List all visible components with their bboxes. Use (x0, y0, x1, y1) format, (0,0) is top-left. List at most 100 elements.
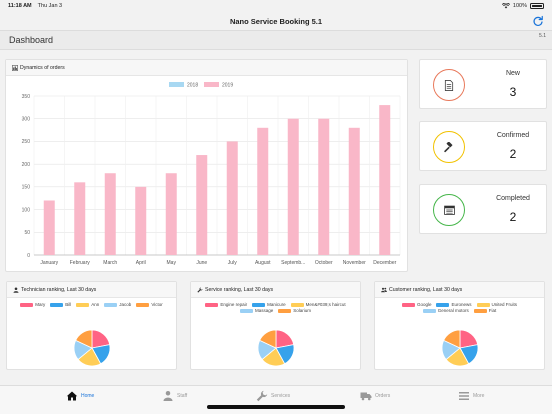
tab-services-label: Services (271, 393, 291, 399)
tab-staff-label: Staff (177, 393, 188, 399)
legend-swatch (239, 308, 253, 313)
legend-label: Massage (254, 308, 274, 313)
legend-item: United Fruits (476, 302, 517, 307)
legend-label: Jacob (119, 302, 132, 307)
x-tick-label: February (70, 260, 91, 266)
technician-ranking-header: Technician ranking, Last 30 days (7, 282, 176, 298)
stat-new-circle (433, 69, 465, 101)
y-tick-label: 200 (22, 162, 31, 168)
legend-item: Jacob (104, 302, 131, 307)
x-tick-label: October (315, 260, 333, 266)
legend-label: Google (416, 302, 432, 307)
pie-slice (258, 329, 276, 349)
legend-label: General motors (437, 308, 469, 313)
service-pie-chart (257, 329, 294, 367)
tab-orders[interactable]: Orders (360, 390, 390, 402)
x-tick-label: April (136, 260, 146, 266)
bar-2019 (318, 118, 330, 255)
y-tick-label: 350 (22, 94, 31, 100)
y-tick-label: 250 (22, 139, 31, 145)
orders-chart-card: Dynamics of orders 0 50 100 150 200 250 300 350… (5, 59, 408, 272)
legend-swatch (205, 302, 219, 307)
stat-card-new[interactable]: New 3 (419, 59, 547, 109)
gavel-icon (443, 141, 452, 152)
legend-item: Euronews (436, 302, 472, 307)
user-icon (13, 286, 19, 293)
service-legend: Engine repair Manicure Men&#039;s haircut M… (191, 298, 360, 313)
bar-2019 (257, 127, 269, 255)
status-date: Thu Jan 3 (37, 3, 63, 9)
tab-orders-label: Orders (375, 393, 391, 399)
legend-label-2019: 2019 (222, 83, 233, 89)
status-right: 100% (501, 3, 544, 9)
orders-chart-header: Dynamics of orders (6, 60, 407, 76)
staff-icon (163, 391, 173, 401)
tab-more[interactable]: More (458, 390, 484, 402)
x-tick-label: August (255, 260, 271, 266)
stat-completed-circle (433, 194, 465, 226)
truck-icon (360, 392, 372, 401)
legend-item: Google (401, 302, 432, 307)
home-icon (66, 391, 78, 401)
legend-swatch (476, 302, 490, 307)
wifi-icon (501, 3, 510, 9)
tab-services[interactable]: Services (256, 390, 290, 402)
customer-ranking-header: Customer ranking, Last 30 days (375, 282, 544, 298)
battery-percent: 100% (512, 3, 527, 9)
x-tick-label: Septemb... (281, 260, 305, 266)
legend-swatch (136, 302, 150, 307)
legend-label: Euronews (451, 302, 472, 307)
stat-completed-label: Completed (496, 195, 530, 202)
bar-2019 (287, 118, 299, 255)
tab-home[interactable]: Home (66, 390, 94, 402)
bar-2019 (104, 173, 116, 255)
bar-2019 (348, 127, 360, 255)
bar-chart-icon (12, 64, 18, 71)
bar-2019 (379, 105, 391, 255)
stat-confirmed-circle (433, 131, 465, 163)
legend-label: Fiat (488, 308, 497, 313)
legend-item: Ann (76, 302, 99, 307)
page-header: Dashboard 5.1 (0, 30, 552, 50)
legend-swatch (252, 302, 266, 307)
tab-staff[interactable]: Staff (162, 390, 187, 402)
pie-slice (74, 329, 92, 349)
home-indicator (207, 405, 345, 409)
stat-card-completed[interactable]: Completed 2 (419, 184, 547, 234)
technician-legend: Mary Bill Ann Jacob Victor (7, 298, 176, 307)
legend-item: General motors (422, 308, 469, 313)
legend-swatch (422, 308, 436, 313)
legend-label: Mary (35, 302, 46, 307)
legend-swatch (401, 302, 415, 307)
legend-item: Fiat (473, 308, 497, 313)
page-title: Dashboard (9, 35, 54, 45)
legend-item: Men&#039;s haircut (290, 302, 346, 307)
legend-item: Engine repair (205, 302, 247, 307)
users-icon (381, 287, 387, 292)
technician-ranking-title: Technician ranking, Last 30 days (21, 286, 97, 293)
tab-bar: Home Staff Services Orders More (0, 385, 552, 414)
wrench-icon (197, 286, 203, 293)
bar-2019 (165, 173, 177, 255)
x-tick-label: January (40, 260, 58, 266)
pie-slice (442, 329, 460, 349)
version-label: 5.1 (539, 33, 546, 39)
x-tick-label: July (228, 260, 237, 266)
bar-2019 (196, 155, 208, 255)
x-tick-label: March (103, 260, 117, 266)
y-tick-label: 150 (22, 185, 31, 191)
calendar-icon (443, 205, 455, 215)
legend-label: Bill (65, 302, 72, 307)
legend-label: Victor (151, 302, 163, 307)
legend-label: Engine repair (220, 302, 248, 307)
customer-ranking-card: Customer ranking, Last 30 days Google Eur… (374, 281, 545, 370)
x-tick-label: December (373, 260, 396, 266)
legend-label: Men&#039;s haircut (305, 302, 346, 307)
refresh-icon[interactable] (532, 15, 544, 27)
bar-2019 (226, 141, 238, 255)
technician-pie-chart (73, 329, 110, 367)
orders-bar-chart: 0 50 100 150 200 250 300 350 2018 2019 January Febr… (22, 82, 401, 266)
legend-swatch (473, 308, 487, 313)
stat-card-confirmed[interactable]: Confirmed 2 (419, 121, 547, 171)
legend-swatch (290, 302, 304, 307)
